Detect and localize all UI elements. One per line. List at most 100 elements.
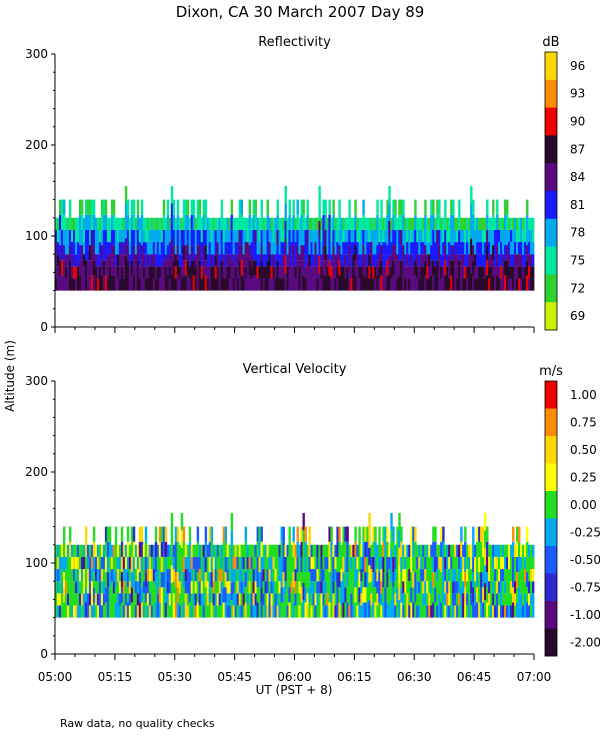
heatmap-cell (276, 260, 279, 276)
heatmap-cell (344, 266, 347, 279)
heatmap-cell (288, 526, 291, 542)
heatmap-cell (194, 556, 198, 570)
heatmap-cell (58, 593, 62, 606)
heatmap-cell (154, 229, 158, 243)
heatmap-cell (486, 587, 489, 603)
heatmap-cell (228, 254, 232, 267)
heatmap-cell (150, 278, 154, 291)
heatmap-cell (310, 605, 313, 618)
heatmap-cell (528, 242, 531, 255)
heatmap-cell (60, 581, 64, 594)
heatmap-cell (332, 260, 335, 276)
heatmap-cell (506, 556, 509, 570)
heatmap-cell (418, 266, 421, 279)
heatmap-cell (334, 581, 337, 594)
heatmap-cell (338, 245, 341, 261)
heatmap-cell (176, 602, 180, 618)
heatmap-cell (82, 569, 86, 582)
heatmap-cell (342, 217, 345, 230)
heatmap-cell (450, 605, 453, 618)
heatmap-cell (290, 569, 293, 582)
heatmap-cell (414, 572, 417, 588)
heatmap-cell (438, 229, 441, 246)
heatmap-cell (284, 581, 287, 594)
heatmap-cell (302, 214, 305, 230)
heatmap-cell (518, 242, 521, 255)
heatmap-cell (304, 254, 307, 267)
heatmap-cell (492, 593, 495, 606)
heatmap-cell (412, 217, 415, 230)
heatmap-cell (192, 569, 196, 582)
heatmap-cell (420, 266, 423, 279)
heatmap-cell (184, 605, 188, 618)
heatmap-cell (364, 541, 367, 557)
heatmap-cell (352, 544, 355, 557)
heatmap-cell (482, 572, 485, 588)
heatmap-cell (346, 266, 349, 279)
heatmap-cell (294, 217, 297, 230)
heatmap-cell (200, 605, 204, 618)
heatmap-cell (68, 214, 72, 230)
heatmap-cell (376, 593, 379, 606)
heatmap-cell (522, 229, 525, 243)
heatmap-cell (136, 214, 140, 230)
heatmap-cell (454, 605, 457, 618)
colorbar-unit: dB (542, 35, 559, 50)
heatmap-cell (348, 199, 351, 215)
heatmap-cell (472, 214, 475, 230)
heatmap-cell (196, 572, 200, 588)
heatmap-cell (272, 593, 275, 606)
heatmap-cell (174, 572, 178, 588)
heatmap-cell (206, 569, 210, 582)
heatmap-cell (76, 544, 80, 557)
heatmap-cell (284, 556, 287, 570)
heatmap-cell (220, 245, 224, 261)
heatmap-cell (234, 544, 238, 557)
heatmap-cell (508, 217, 511, 230)
heatmap-cell (136, 581, 140, 594)
heatmap-cell (134, 581, 138, 594)
heatmap-cell (98, 544, 102, 557)
heatmap-cell (362, 245, 365, 261)
heatmap-cell (250, 605, 253, 618)
heatmap-cell (190, 556, 194, 570)
heatmap-cell (438, 605, 441, 618)
heatmap-cell (456, 569, 459, 582)
heatmap-cell (446, 242, 449, 255)
heatmap-cell (318, 255, 321, 274)
heatmap-cell (316, 581, 319, 594)
heatmap-cell (306, 245, 309, 261)
heatmap-cell (438, 581, 441, 594)
heatmap-cell (408, 242, 411, 255)
heatmap-cell (468, 569, 471, 582)
heatmap-cell (306, 581, 309, 594)
heatmap-cell (324, 260, 327, 276)
heatmap-cell (132, 229, 136, 246)
heatmap-cell (264, 569, 267, 582)
heatmap-cell (518, 602, 521, 618)
heatmap-cell (230, 600, 234, 618)
heatmap-cell (238, 569, 242, 582)
heatmap-cell (218, 266, 222, 279)
heatmap-cell (212, 242, 216, 255)
heatmap-cell (422, 544, 425, 557)
heatmap-cell (204, 541, 208, 557)
heatmap-cell (348, 593, 351, 606)
heatmap-cell (310, 266, 313, 279)
heatmap-cell (272, 217, 275, 230)
heatmap-cell (258, 229, 261, 243)
heatmap-cell (470, 544, 473, 557)
heatmap-cell (310, 556, 313, 570)
heatmap-cell (326, 605, 329, 618)
heatmap-cell (380, 275, 383, 291)
heatmap-cell (230, 582, 234, 601)
heatmap-cell (214, 593, 218, 606)
heatmap-cell (398, 512, 401, 531)
heatmap-cell (504, 245, 507, 261)
heatmap-cell (506, 593, 509, 606)
heatmap-cell (240, 214, 244, 230)
heatmap-cell (116, 278, 120, 291)
heatmap-cell (332, 556, 335, 570)
heatmap-cell (428, 605, 431, 618)
heatmap-cell (322, 593, 325, 606)
